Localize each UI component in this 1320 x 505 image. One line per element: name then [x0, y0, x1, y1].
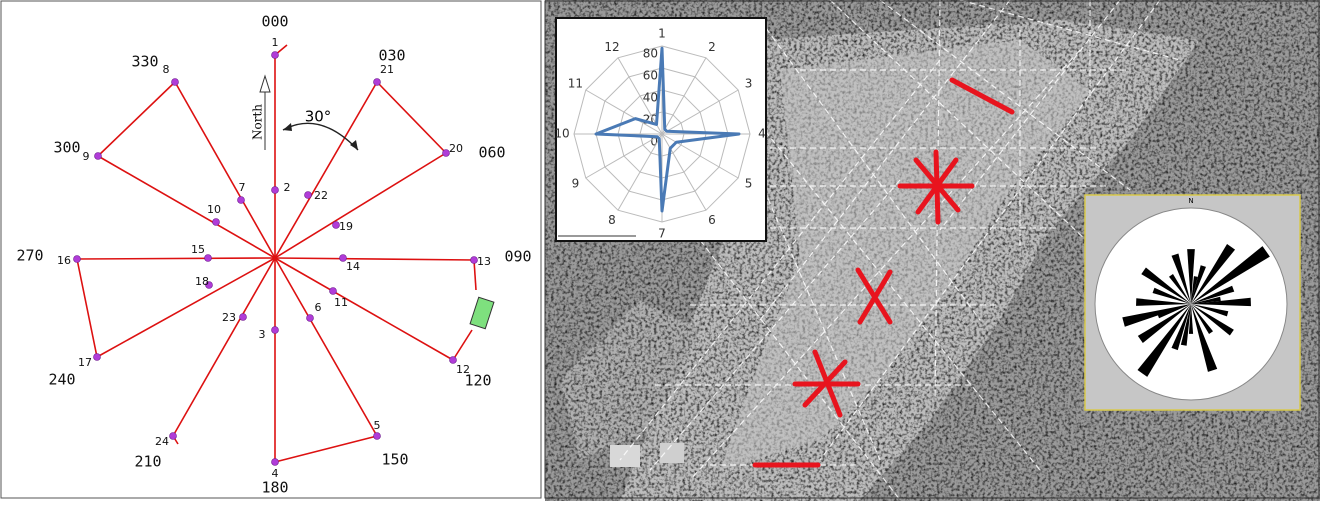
point-label: 15	[191, 243, 205, 256]
survey-point	[238, 197, 245, 204]
angle-label: 30°	[305, 108, 332, 126]
bearing-label: 210	[134, 453, 161, 471]
point-label: 6	[315, 301, 322, 314]
radar-axis-label: 10	[554, 127, 569, 141]
point-label: 19	[339, 220, 353, 233]
radar-axis-label: 3	[745, 77, 753, 91]
point-label: 1	[272, 36, 279, 49]
survey-point	[272, 52, 279, 59]
point-label: 20	[449, 142, 463, 155]
radar-axis-label: 4	[758, 127, 766, 141]
point-label: 10	[207, 203, 221, 216]
point-label: 16	[57, 254, 71, 267]
point-label: 3	[259, 328, 266, 341]
bearing-label: 240	[48, 371, 75, 389]
figure: 1234567891011121314151617181920212223240…	[0, 0, 1320, 501]
point-label: 14	[346, 260, 360, 273]
survey-point	[205, 255, 212, 262]
point-label: 17	[78, 356, 92, 369]
point-label: 24	[155, 435, 169, 448]
bearing-label: 030	[378, 47, 405, 65]
survey-point	[272, 327, 279, 334]
survey-point	[240, 314, 247, 321]
radar-axis-label: 12	[604, 40, 619, 54]
bearing-label: 300	[53, 139, 80, 157]
bearing-label: 120	[464, 372, 491, 390]
survey-point	[374, 433, 381, 440]
point-label: 18	[195, 275, 209, 288]
survey-point	[305, 192, 312, 199]
survey-point	[272, 459, 279, 466]
radar-axis-label: 1	[658, 27, 666, 41]
radar-axis-label: 8	[608, 213, 616, 227]
bearing-label: 060	[478, 144, 505, 162]
point-label: 9	[83, 150, 90, 163]
survey-point	[374, 79, 381, 86]
survey-point	[172, 79, 179, 86]
north-label: North	[251, 104, 265, 140]
point-label: 5	[374, 419, 381, 432]
radar-tick-label: 60	[643, 69, 658, 83]
radar-tick-label: 80	[643, 47, 658, 61]
radar-axis-label: 5	[745, 177, 753, 191]
survey-point	[74, 256, 81, 263]
radar-axis-label: 6	[708, 213, 716, 227]
point-label: 8	[163, 63, 170, 76]
bearing-label: 090	[504, 248, 531, 266]
radar-axis-label: 2	[708, 40, 716, 54]
survey-point	[95, 153, 102, 160]
radar-tick-label: 40	[643, 91, 658, 105]
point-label: 23	[222, 311, 236, 324]
bearing-label: 000	[261, 13, 288, 31]
radar-axis-label: 7	[658, 227, 666, 241]
point-label: 21	[380, 63, 394, 76]
radar-axis-label: 11	[568, 77, 583, 91]
bearing-label: 180	[261, 479, 288, 497]
point-label: 7	[239, 181, 246, 194]
point-label: 11	[334, 296, 348, 309]
bearing-label: 330	[131, 53, 158, 71]
survey-point	[170, 433, 177, 440]
radar-axis-label: 9	[572, 177, 580, 191]
survey-point	[213, 219, 220, 226]
bearing-label: 270	[16, 247, 43, 265]
point-label: 13	[477, 255, 491, 268]
point-label: 2	[284, 181, 291, 194]
rose-north: N	[1188, 197, 1193, 205]
survey-point	[94, 354, 101, 361]
bearing-label: 150	[381, 451, 408, 469]
survey-point	[272, 187, 279, 194]
point-label: 22	[314, 189, 328, 202]
survey-point	[307, 315, 314, 322]
survey-line	[77, 258, 275, 259]
survey-point	[330, 288, 337, 295]
